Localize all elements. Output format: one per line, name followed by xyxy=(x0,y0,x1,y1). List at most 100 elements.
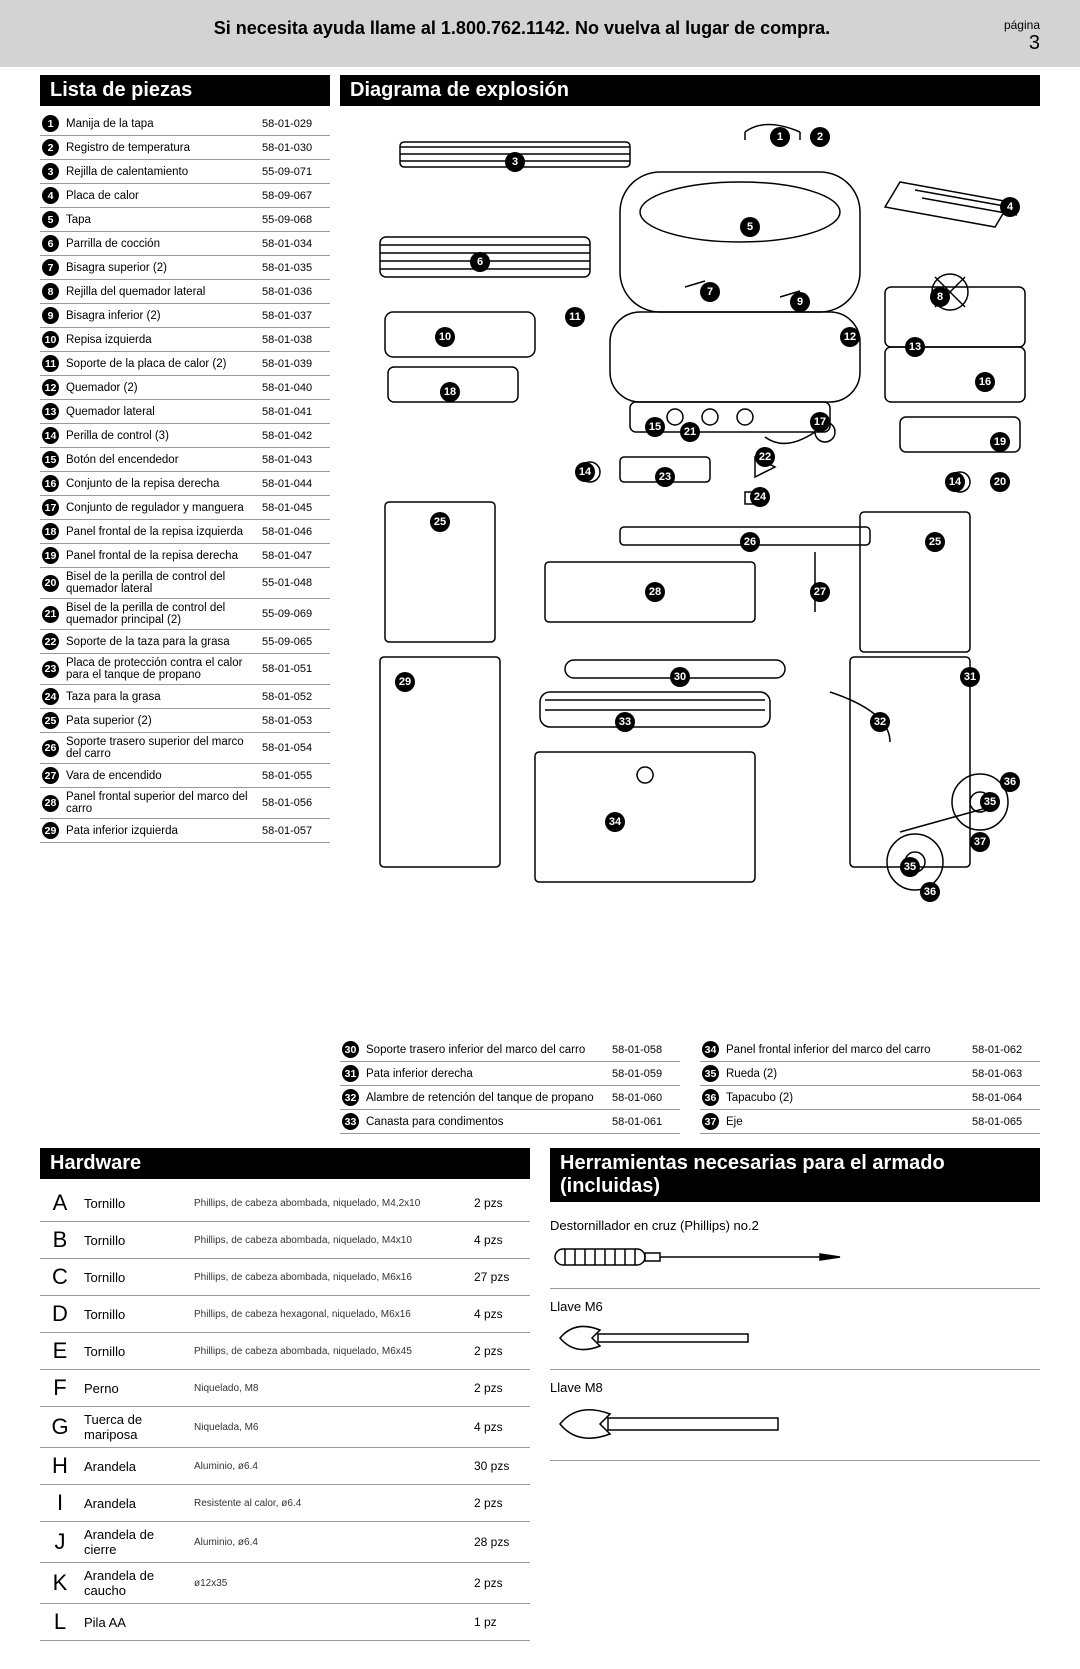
part-sku: 58-01-057 xyxy=(260,819,330,843)
hardware-desc: Resistente al calor, ø6.4 xyxy=(190,1485,470,1522)
exploded-diagram: 1234567891011121314141516171819202122232… xyxy=(340,112,1040,1032)
hardware-name: Tornillo xyxy=(80,1296,190,1333)
diagram-callout: 21 xyxy=(680,422,700,442)
parts-row: 8 Rejilla del quemador lateral 58-01-036 xyxy=(40,280,330,304)
part-name: Conjunto de regulador y manguera xyxy=(64,496,260,520)
hardware-letter: F xyxy=(40,1370,80,1407)
part-sku: 58-01-035 xyxy=(260,256,330,280)
parts-row: 20 Bisel de la perilla de control del qu… xyxy=(40,568,330,599)
hardware-qty: 27 pzs xyxy=(470,1259,530,1296)
part-sku: 58-01-037 xyxy=(260,304,330,328)
part-name: Bisagra inferior (2) xyxy=(64,304,260,328)
diagram-callout: 22 xyxy=(755,447,775,467)
parts-row: 36 Tapacubo (2) 58-01-064 xyxy=(700,1086,1040,1110)
part-name: Tapacubo (2) xyxy=(724,1086,970,1110)
parts-row: 7 Bisagra superior (2) 58-01-035 xyxy=(40,256,330,280)
tool-label: Llave M6 xyxy=(550,1299,1040,1314)
hardware-letter: I xyxy=(40,1485,80,1522)
page-header: Si necesita ayuda llame al 1.800.762.114… xyxy=(0,0,1080,67)
diagram-callout: 33 xyxy=(615,712,635,732)
hardware-desc: Phillips, de cabeza abombada, niquelado,… xyxy=(190,1259,470,1296)
part-name: Quemador (2) xyxy=(64,376,260,400)
part-name: Conjunto de la repisa derecha xyxy=(64,472,260,496)
part-name: Pata inferior izquierda xyxy=(64,819,260,843)
parts-list-title: Lista de piezas xyxy=(40,75,330,106)
part-name: Canasta para condimentos xyxy=(364,1110,610,1134)
hardware-qty: 4 pzs xyxy=(470,1407,530,1448)
parts-row: 35 Rueda (2) 58-01-063 xyxy=(700,1062,1040,1086)
diagram-callout: 36 xyxy=(1000,772,1020,792)
hardware-name: Tornillo xyxy=(80,1222,190,1259)
parts-row: 25 Pata superior (2) 58-01-053 xyxy=(40,709,330,733)
parts-row: 6 Parrilla de cocción 58-01-034 xyxy=(40,232,330,256)
part-sku: 55-09-068 xyxy=(260,208,330,232)
part-number-badge: 12 xyxy=(42,379,59,396)
parts-row: 21 Bisel de la perilla de control del qu… xyxy=(40,599,330,630)
wrench-m6-icon xyxy=(550,1318,770,1358)
diagram-callout: 3 xyxy=(505,152,525,172)
hardware-row: E Tornillo Phillips, de cabeza abombada,… xyxy=(40,1333,530,1370)
part-sku: 58-01-047 xyxy=(260,544,330,568)
hardware-desc: Aluminio, ø6.4 xyxy=(190,1522,470,1563)
diagram-callout: 12 xyxy=(840,327,860,347)
tool-label: Destornillador en cruz (Phillips) no.2 xyxy=(550,1218,1040,1233)
hardware-row: B Tornillo Phillips, de cabeza abombada,… xyxy=(40,1222,530,1259)
parts-row: 9 Bisagra inferior (2) 58-01-037 xyxy=(40,304,330,328)
diagram-callout: 8 xyxy=(930,287,950,307)
diagram-callout: 4 xyxy=(1000,197,1020,217)
diagram-callout: 10 xyxy=(435,327,455,347)
diagram-callout: 35 xyxy=(980,792,1000,812)
diagram-callout: 34 xyxy=(605,812,625,832)
hardware-row: C Tornillo Phillips, de cabeza abombada,… xyxy=(40,1259,530,1296)
part-name: Soporte trasero inferior del marco del c… xyxy=(364,1038,610,1062)
diagram-callout: 14 xyxy=(575,462,595,482)
wrench-m8-icon xyxy=(550,1399,800,1449)
part-sku: 58-01-065 xyxy=(970,1110,1040,1134)
hardware-row: F Perno Niquelado, M8 2 pzs xyxy=(40,1370,530,1407)
part-sku: 58-01-036 xyxy=(260,280,330,304)
part-sku: 58-01-044 xyxy=(260,472,330,496)
diagram-callout: 24 xyxy=(750,487,770,507)
part-sku: 58-01-045 xyxy=(260,496,330,520)
part-sku: 58-01-046 xyxy=(260,520,330,544)
diagram-callout: 14 xyxy=(945,472,965,492)
part-name: Perilla de control (3) xyxy=(64,424,260,448)
page-number-block: página 3 xyxy=(1004,18,1040,55)
parts-row: 26 Soporte trasero superior del marco de… xyxy=(40,733,330,764)
diagram-callout: 7 xyxy=(700,282,720,302)
diagram-callout: 28 xyxy=(645,582,665,602)
parts-row: 1 Manija de la tapa 58-01-029 xyxy=(40,112,330,136)
parts-row: 11 Soporte de la placa de calor (2) 58-0… xyxy=(40,352,330,376)
diagram-callout: 9 xyxy=(790,292,810,312)
part-number-badge: 35 xyxy=(702,1065,719,1082)
part-number-badge: 11 xyxy=(42,355,59,372)
part-name: Bisel de la perilla de control del quema… xyxy=(64,599,260,630)
hardware-row: J Arandela de cierre Aluminio, ø6.4 28 p… xyxy=(40,1522,530,1563)
hardware-desc: Phillips, de cabeza abombada, niquelado,… xyxy=(190,1222,470,1259)
part-number-badge: 15 xyxy=(42,451,59,468)
part-sku: 58-01-060 xyxy=(610,1086,680,1110)
diagram-title: Diagrama de explosión xyxy=(340,75,1040,106)
hardware-qty: 1 pz xyxy=(470,1604,530,1641)
hardware-name: Arandela xyxy=(80,1485,190,1522)
parts-row: 10 Repisa izquierda 58-01-038 xyxy=(40,328,330,352)
part-name: Rueda (2) xyxy=(724,1062,970,1086)
part-name: Panel frontal inferior del marco del car… xyxy=(724,1038,970,1062)
hardware-desc: Niquelado, M8 xyxy=(190,1370,470,1407)
diagram-callout: 5 xyxy=(740,217,760,237)
hardware-row: H Arandela Aluminio, ø6.4 30 pzs xyxy=(40,1448,530,1485)
part-name: Bisagra superior (2) xyxy=(64,256,260,280)
diagram-callout: 29 xyxy=(395,672,415,692)
hardware-row: G Tuerca de mariposa Niquelada, M6 4 pzs xyxy=(40,1407,530,1448)
diagram-callout: 13 xyxy=(905,337,925,357)
hardware-desc xyxy=(190,1604,470,1641)
part-number-badge: 27 xyxy=(42,767,59,784)
parts-row: 27 Vara de encendido 58-01-055 xyxy=(40,764,330,788)
part-number-badge: 33 xyxy=(342,1113,359,1130)
diagram-callout: 27 xyxy=(810,582,830,602)
part-sku: 55-09-071 xyxy=(260,160,330,184)
part-number-badge: 8 xyxy=(42,283,59,300)
hardware-qty: 4 pzs xyxy=(470,1222,530,1259)
part-sku: 58-01-062 xyxy=(970,1038,1040,1062)
diagram-callout: 17 xyxy=(810,412,830,432)
